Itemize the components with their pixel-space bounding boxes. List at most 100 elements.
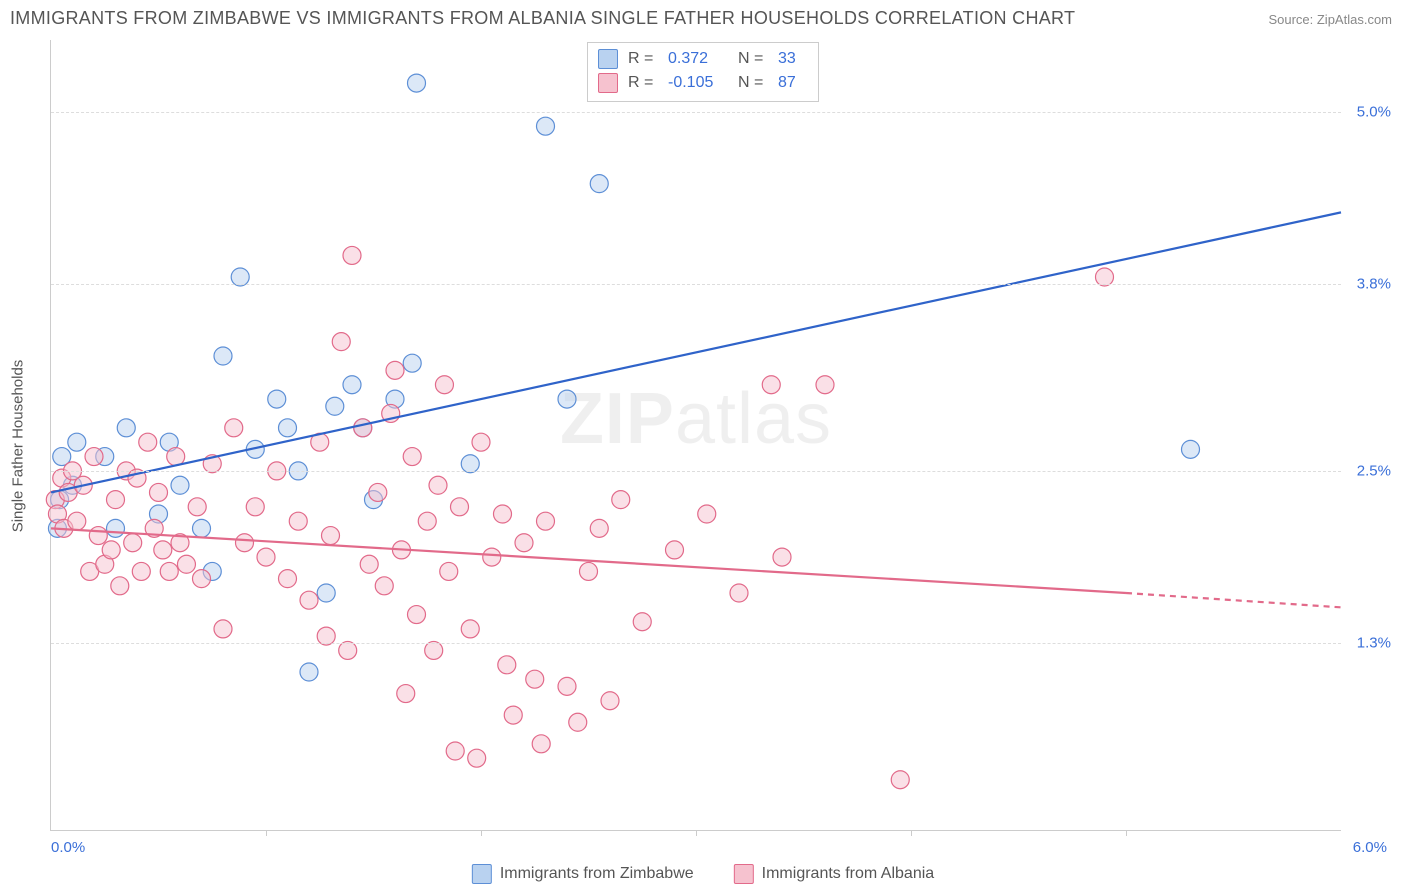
legend-swatch-icon [598,49,618,69]
albania-point [461,620,479,638]
albania-point [816,376,834,394]
albania-point [730,584,748,602]
zimbabwe-point [107,519,125,537]
albania-point [300,591,318,609]
legend-n-value: 33 [778,47,808,71]
albania-point [150,483,168,501]
chart-title: IMMIGRANTS FROM ZIMBABWE VS IMMIGRANTS F… [10,8,1075,29]
legend-r-value: 0.372 [668,47,728,71]
albania-point [468,749,486,767]
legend-item-label: Immigrants from Albania [762,865,935,883]
albania-point [343,246,361,264]
albania-point [429,476,447,494]
albania-point [773,548,791,566]
x-axis-min-label: 0.0% [51,839,85,856]
albania-trendline-dashed [1126,593,1341,607]
albania-point [85,448,103,466]
legend-r-value: -0.105 [668,71,728,95]
y-tick-label: 1.3% [1346,635,1391,652]
gridline [51,284,1341,285]
albania-point [698,505,716,523]
albania-point [236,534,254,552]
albania-point [408,606,426,624]
x-tick [911,830,912,836]
albania-point [494,505,512,523]
albania-point [601,692,619,710]
albania-point [451,498,469,516]
albania-point [418,512,436,530]
albania-point [580,562,598,580]
zimbabwe-point [171,476,189,494]
legend-stats-row: R =-0.105N =87 [598,71,808,95]
legend-item-label: Immigrants from Zimbabwe [500,865,694,883]
albania-point [569,713,587,731]
zimbabwe-point [343,376,361,394]
legend-stats: R =0.372N =33R =-0.105N =87 [587,42,819,102]
zimbabwe-point [408,74,426,92]
albania-point [498,656,516,674]
albania-point [369,483,387,501]
zimbabwe-point [403,354,421,372]
albania-point [515,534,533,552]
zimbabwe-point [317,584,335,602]
legend-n-label: N = [738,47,768,71]
albania-point [289,512,307,530]
albania-point [354,419,372,437]
albania-point [590,519,608,537]
albania-point [193,570,211,588]
x-axis-max-label: 6.0% [1353,839,1387,856]
albania-point [440,562,458,580]
zimbabwe-point [326,397,344,415]
albania-point [257,548,275,566]
albania-point [279,570,297,588]
albania-point [666,541,684,559]
zimbabwe-point [1182,440,1200,458]
albania-point [435,376,453,394]
albania-point [483,548,501,566]
albania-point [188,498,206,516]
gridline [51,112,1341,113]
albania-point [124,534,142,552]
x-tick [481,830,482,836]
albania-point [102,541,120,559]
albania-point [225,419,243,437]
source-label: Source: ZipAtlas.com [1268,12,1392,27]
zimbabwe-point [300,663,318,681]
y-tick-label: 2.5% [1346,462,1391,479]
albania-point [89,527,107,545]
albania-point [154,541,172,559]
albania-trendline [51,528,1126,593]
albania-point [612,491,630,509]
albania-point [107,491,125,509]
albania-point [403,448,421,466]
albania-point [322,527,340,545]
y-tick-label: 5.0% [1346,103,1391,120]
zimbabwe-point [214,347,232,365]
albania-point [504,706,522,724]
albania-point [360,555,378,573]
zimbabwe-point [558,390,576,408]
albania-point [167,448,185,466]
zimbabwe-point [279,419,297,437]
legend-n-value: 87 [778,71,808,95]
albania-point [891,771,909,789]
y-axis-title: Single Father Households [10,360,27,533]
x-tick [266,830,267,836]
albania-point [160,562,178,580]
zimbabwe-point [68,433,86,451]
albania-point [537,512,555,530]
legend-swatch-icon [598,73,618,93]
zimbabwe-trendline [51,212,1341,492]
x-tick [1126,830,1127,836]
plot-svg [51,40,1341,830]
albania-point [526,670,544,688]
legend-bottom: Immigrants from Zimbabwe Immigrants from … [472,864,934,884]
albania-point [532,735,550,753]
zimbabwe-point [117,419,135,437]
zimbabwe-point [537,117,555,135]
y-tick-label: 3.8% [1346,276,1391,293]
legend-swatch-icon [472,864,492,884]
gridline [51,471,1341,472]
albania-point [139,433,157,451]
zimbabwe-point [268,390,286,408]
